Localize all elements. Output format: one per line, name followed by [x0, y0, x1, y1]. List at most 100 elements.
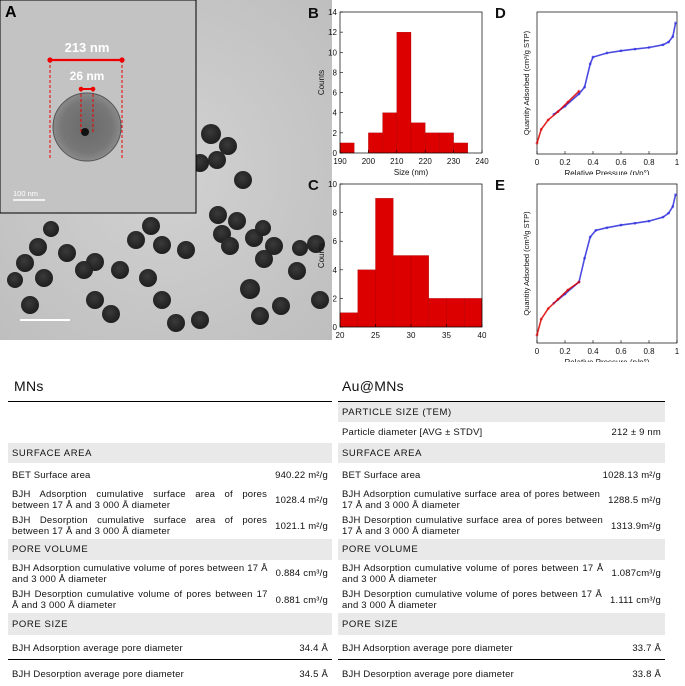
- isotherm-point: [566, 100, 570, 104]
- x-tick-label: 35: [442, 331, 451, 340]
- nanoparticle: [208, 151, 226, 169]
- table-row: BJH Desorption average pore diameter 33.…: [342, 668, 661, 680]
- table-row: BET Surface area 1028.13 m²/g: [342, 469, 661, 481]
- y-tick-label: 6: [333, 89, 338, 98]
- nanoparticle: [153, 291, 171, 309]
- x-axis-label: Relative Pressure (p/p°): [564, 358, 649, 362]
- x-tick-label: 220: [419, 157, 433, 166]
- x-tick-label: 0: [535, 347, 540, 356]
- nanoparticle: [167, 314, 185, 332]
- y-tick-label: 0: [333, 149, 338, 158]
- x-tick-label: 1: [675, 158, 680, 167]
- nanoparticle: [191, 311, 209, 329]
- table-row: BJH Adsorption cumulative surface area o…: [342, 489, 661, 511]
- histogram-bar: [357, 269, 376, 328]
- table-title-mns: MNs: [14, 378, 44, 394]
- isotherm-point: [535, 333, 539, 337]
- isotherm-point: [661, 215, 665, 219]
- histogram-bar: [410, 122, 426, 154]
- tem-micrograph: 213 nm 26 nm 100 nm A: [0, 0, 332, 340]
- nanoparticle: [221, 237, 239, 255]
- histogram-bar: [453, 142, 468, 154]
- isotherm-point: [594, 228, 598, 232]
- core-shell-particle: [52, 92, 122, 162]
- table-row: BJH Adsorption cumulative surface area o…: [12, 489, 328, 511]
- section-surface-area: SURFACE AREA: [8, 443, 332, 463]
- table-bottom-rule: [8, 659, 332, 660]
- table-row: BJH Adsorption cumulative volume of pore…: [342, 562, 661, 585]
- x-tick-label: 230: [447, 157, 461, 166]
- nanoparticle: [311, 291, 329, 309]
- nanoparticle: [251, 307, 269, 325]
- y-axis-label: Counts: [317, 243, 326, 268]
- histogram-bar: [425, 132, 440, 154]
- isotherm-point: [619, 49, 623, 53]
- isotherm-point: [671, 35, 675, 38]
- isotherm-line: [553, 22, 677, 116]
- table-bottom-rule: [338, 659, 665, 660]
- nanoparticle: [29, 238, 47, 256]
- y-axis-label: Quantity Adsorbed (cm³/g STP): [522, 30, 531, 135]
- y-tick-label: 8: [333, 209, 338, 218]
- isotherm-point: [588, 62, 592, 66]
- x-tick-label: 25: [371, 331, 380, 340]
- isotherm-point: [583, 256, 586, 260]
- x-tick-label: 1: [675, 347, 680, 356]
- nanoparticle: [58, 244, 76, 262]
- isotherm-point: [583, 85, 586, 89]
- inner-diameter-label: 26 nm: [70, 69, 105, 83]
- nanoparticle: [35, 269, 53, 287]
- x-tick-label: 20: [336, 331, 345, 340]
- x-tick-label: 0.8: [643, 158, 655, 167]
- x-tick-label: 200: [362, 157, 376, 166]
- isotherm-point: [566, 288, 570, 292]
- nanoparticle: [111, 261, 129, 279]
- isotherm-point: [556, 110, 560, 114]
- table-top-rule: [338, 401, 665, 402]
- plot-frame: [339, 11, 483, 154]
- nanoparticle: [102, 305, 120, 323]
- isotherm-d: D 0 0.2 0.4 0.6 0.8 1 Relative Pressure (p/p°) Q…: [495, 5, 680, 175]
- table-top-rule: [8, 401, 332, 402]
- nanoparticle: [177, 241, 195, 259]
- isotherm-point: [633, 221, 637, 225]
- isotherm-point: [577, 280, 581, 284]
- y-tick-label: 12: [328, 28, 337, 37]
- nanoparticle: [201, 124, 221, 144]
- nanoparticle: [255, 220, 271, 236]
- isotherm-point: [539, 128, 543, 131]
- y-axis-label: Counts: [317, 70, 326, 95]
- nanoparticle: [21, 296, 39, 314]
- histogram-bar: [382, 112, 397, 154]
- table-row: BJH Adsorption average pore diameter 33.…: [342, 643, 661, 654]
- isotherm-point: [647, 219, 651, 223]
- table-row: BJH Adsorption average pore diameter 34.…: [12, 643, 328, 654]
- x-tick-label: 0.2: [559, 158, 571, 167]
- panel-label-d: D: [495, 5, 506, 22]
- x-tick-label: 0.4: [587, 347, 599, 356]
- x-tick-label: 240: [475, 157, 489, 166]
- histogram-bar: [368, 132, 383, 154]
- nanoparticle: [255, 250, 273, 268]
- y-tick-label: 4: [333, 109, 338, 118]
- nanoparticle: [307, 235, 325, 253]
- y-tick-label: 2: [333, 294, 338, 303]
- x-tick-label: 190: [333, 157, 347, 166]
- isotherm-point: [539, 317, 543, 321]
- y-tick-label: 4: [333, 266, 338, 275]
- nanoparticle: [127, 231, 145, 249]
- histogram-bar: [375, 198, 394, 328]
- plot-frame: [536, 183, 678, 344]
- section-pore-size: PORE SIZE: [338, 613, 665, 635]
- isotherm-line: [536, 90, 580, 144]
- x-tick-label: 0.4: [587, 158, 599, 167]
- nanoparticle: [288, 262, 306, 280]
- nanoparticle: [209, 206, 227, 224]
- plot-frame: [536, 11, 678, 155]
- inset-scale-label: 100 nm: [13, 189, 38, 198]
- histogram-bar: [339, 312, 358, 328]
- nanoparticle: [272, 297, 290, 315]
- isotherm-point: [546, 307, 550, 310]
- au-mns-table: PARTICLE SIZE (TEM) Particle diameter [A…: [338, 402, 665, 686]
- nanoparticle: [153, 236, 171, 254]
